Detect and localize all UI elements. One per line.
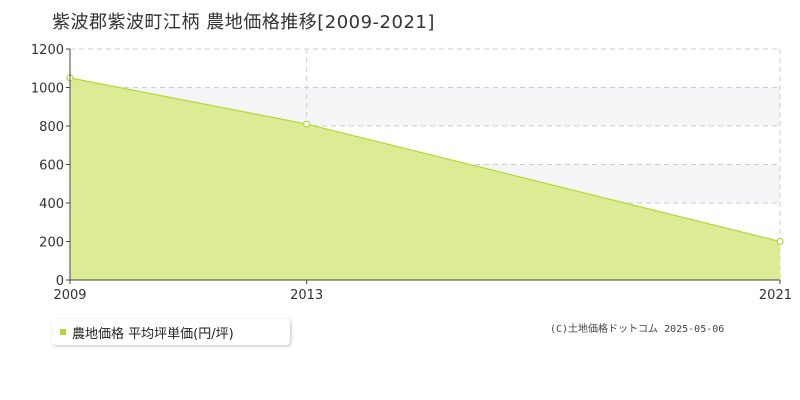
data-point [303, 120, 311, 128]
legend-label: 農地価格 平均坪単価(円/坪) [72, 326, 234, 342]
legend-marker [60, 329, 66, 335]
y-tick-label: 0 [56, 274, 64, 289]
series-area [66, 74, 784, 280]
y-tick-label: 1000 [31, 82, 64, 97]
y-tick-label: 400 [39, 197, 64, 212]
y-tick-label: 1200 [31, 43, 64, 58]
x-tick-label: 2021 [759, 288, 792, 303]
series-area-fill [70, 77, 780, 280]
x-tick-label: 2009 [53, 288, 86, 303]
y-tick-label: 600 [39, 159, 64, 174]
x-tick-label: 2013 [290, 288, 323, 303]
copyright-credit: (C)土地価格ドットコム 2025-05-06 [550, 324, 725, 335]
tick-labels: 0 200 400 600 800 1000 1200 2009 2013 2021 [31, 43, 792, 303]
legend: 農地価格 平均坪単価(円/坪) [52, 319, 290, 345]
data-point [776, 237, 784, 246]
chart-title: 紫波郡紫波町江柄 農地価格推移[2009-2021] [52, 12, 435, 33]
y-tick-label: 800 [39, 120, 64, 135]
y-tick-label: 200 [39, 236, 64, 251]
axes [66, 48, 781, 284]
